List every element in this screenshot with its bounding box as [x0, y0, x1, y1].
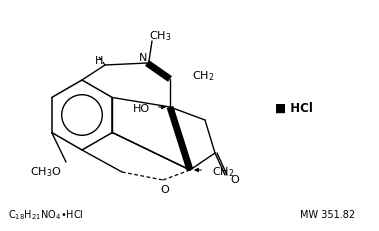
Text: O: O: [161, 185, 169, 195]
Text: C$_{18}$H$_{21}$NO$_4$•HCl: C$_{18}$H$_{21}$NO$_4$•HCl: [8, 208, 84, 222]
Text: CH$_3$O: CH$_3$O: [30, 165, 62, 179]
Text: ■ HCl: ■ HCl: [275, 101, 313, 115]
Text: N: N: [139, 53, 147, 63]
Text: CH$_3$: CH$_3$: [149, 29, 171, 43]
Text: MW 351.82: MW 351.82: [300, 210, 355, 220]
Text: O: O: [231, 175, 240, 185]
Text: HO: HO: [133, 104, 150, 114]
Text: CH$_2$: CH$_2$: [212, 165, 234, 179]
Text: CH$_2$: CH$_2$: [192, 69, 215, 83]
Text: H: H: [95, 56, 103, 66]
